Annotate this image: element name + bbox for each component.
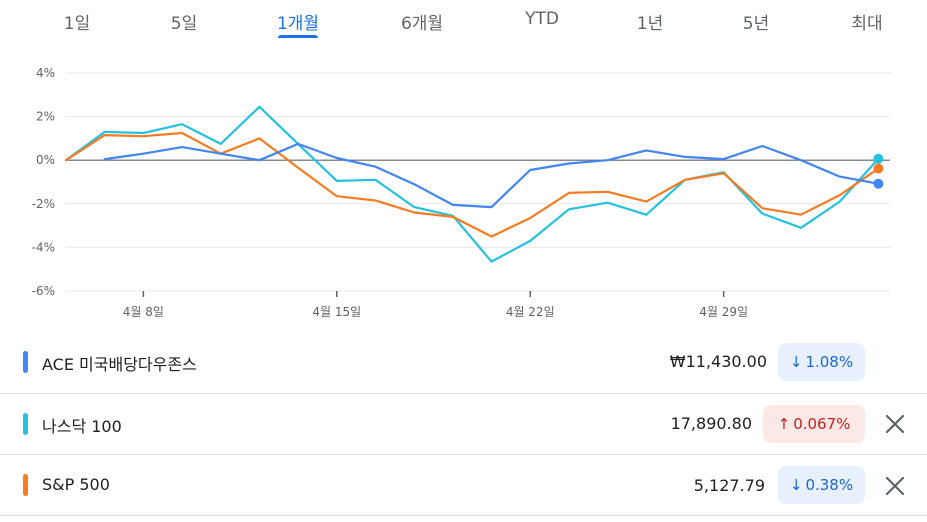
nasdaq-change-value: 0.067% <box>793 415 851 433</box>
tab-5y[interactable]: 5년 <box>742 14 770 34</box>
x-tick-label: 4월 15일 <box>312 305 361 319</box>
y-tick-label: 2% <box>36 110 55 124</box>
sp500-series-price: 5,127.79 <box>693 476 765 495</box>
tab-6m[interactable]: 6개월 <box>400 14 444 34</box>
series-line <box>64 105 880 263</box>
active-tab-indicator <box>278 35 318 38</box>
y-axis-tick-labels: 4% 2% 0% -2% -4% -6% <box>32 66 55 298</box>
x-axis-tick-labels: 4월 8일 4월 15일 4월 22일 4월 29일 <box>123 305 748 319</box>
nasdaq-change-chip: ↑ 0.067% <box>763 405 865 443</box>
tab-1d[interactable]: 1일 <box>63 14 91 34</box>
series-line <box>103 142 880 209</box>
tab-5d[interactable]: 5일 <box>170 14 198 34</box>
ace-series-swatch <box>23 351 28 373</box>
tab-max[interactable]: 최대 <box>851 14 883 34</box>
ace-series-price: ₩11,430.00 <box>669 352 767 371</box>
x-tick-label: 4월 29일 <box>699 305 748 319</box>
chart-series <box>64 105 884 263</box>
series-endpoint-marker <box>873 153 884 164</box>
legend-divider <box>0 454 927 455</box>
sp500-change-chip: ↓ 0.38% <box>778 466 865 504</box>
remove-nasdaq-close-icon[interactable] <box>880 409 910 439</box>
nasdaq-series-name: 나스닥 100 <box>42 417 122 436</box>
comparison-line-chart: 4% 2% 0% -2% -4% -6% 4월 8일 4월 15일 4월 22일 4월 29일 <box>32 66 890 319</box>
y-tick-label: -6% <box>32 284 55 298</box>
sp500-series-name: S&P 500 <box>42 475 110 494</box>
legend-row-ace[interactable]: ACE 미국배당다우존스 ₩11,430.00 ↓ 1.08% <box>0 333 927 393</box>
nasdaq-series-price: 17,890.80 <box>670 414 752 433</box>
legend-divider <box>0 393 927 394</box>
legend-row-nasdaq[interactable]: 나스닥 100 17,890.80 ↑ 0.067% <box>0 394 927 454</box>
ace-series-name: ACE 미국배당다우존스 <box>42 355 197 374</box>
x-tick-label: 4월 22일 <box>506 305 555 319</box>
legend-row-sp500[interactable]: S&P 500 5,127.79 ↓ 0.38% <box>0 455 927 515</box>
chart-gridlines <box>66 72 890 297</box>
arrow-down-icon: ↓ <box>789 476 803 494</box>
y-tick-label: 0% <box>36 153 55 167</box>
series-endpoint-marker <box>873 163 884 174</box>
series-line <box>64 131 880 238</box>
remove-sp500-close-icon[interactable] <box>880 471 910 501</box>
tab-ytd[interactable]: YTD <box>525 9 559 29</box>
arrow-down-icon: ↓ <box>789 353 803 371</box>
y-tick-label: -2% <box>32 197 55 211</box>
y-tick-label: -4% <box>32 240 55 254</box>
nasdaq-series-swatch <box>23 413 28 435</box>
tab-1y[interactable]: 1년 <box>636 14 664 34</box>
legend-divider <box>0 515 927 516</box>
sp500-series-swatch <box>23 474 28 496</box>
ace-change-value: 1.08% <box>805 353 854 371</box>
range-tabs: 1일 5일 1개월 6개월 YTD 1년 5년 최대 <box>0 0 927 44</box>
x-tick-label: 4월 8일 <box>123 305 164 319</box>
tab-1m[interactable]: 1개월 <box>276 14 320 34</box>
y-tick-label: 4% <box>36 66 55 80</box>
ace-change-chip: ↓ 1.08% <box>778 343 865 381</box>
arrow-up-icon: ↑ <box>777 415 791 433</box>
series-endpoint-marker <box>873 178 884 189</box>
sp500-change-value: 0.38% <box>805 476 854 494</box>
